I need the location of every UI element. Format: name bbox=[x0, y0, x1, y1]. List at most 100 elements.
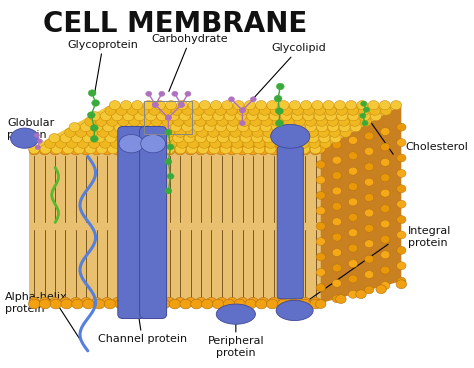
Circle shape bbox=[185, 146, 196, 155]
Circle shape bbox=[201, 112, 213, 121]
Circle shape bbox=[279, 146, 290, 155]
Circle shape bbox=[167, 173, 174, 179]
Circle shape bbox=[272, 123, 283, 132]
Circle shape bbox=[154, 146, 164, 155]
Circle shape bbox=[134, 112, 145, 121]
Circle shape bbox=[251, 134, 263, 143]
Circle shape bbox=[178, 102, 184, 107]
Circle shape bbox=[133, 146, 144, 155]
Circle shape bbox=[296, 128, 307, 137]
Circle shape bbox=[371, 112, 382, 121]
Circle shape bbox=[191, 299, 202, 309]
Circle shape bbox=[158, 299, 170, 309]
Circle shape bbox=[360, 113, 366, 118]
Circle shape bbox=[258, 146, 269, 155]
Circle shape bbox=[237, 106, 248, 115]
Circle shape bbox=[332, 187, 342, 195]
Circle shape bbox=[274, 95, 282, 102]
Circle shape bbox=[397, 185, 406, 193]
Circle shape bbox=[139, 134, 150, 143]
Circle shape bbox=[39, 297, 50, 306]
Text: Globular
protein: Globular protein bbox=[7, 118, 55, 140]
Circle shape bbox=[89, 139, 100, 148]
Circle shape bbox=[275, 120, 283, 127]
Circle shape bbox=[391, 100, 401, 110]
Circle shape bbox=[348, 290, 358, 298]
Circle shape bbox=[173, 134, 183, 143]
Circle shape bbox=[241, 128, 252, 137]
Circle shape bbox=[159, 91, 165, 96]
Text: Carbohydrate: Carbohydrate bbox=[152, 34, 228, 91]
Circle shape bbox=[55, 139, 66, 148]
Circle shape bbox=[269, 146, 279, 155]
Text: Cholesterol: Cholesterol bbox=[406, 142, 468, 152]
Circle shape bbox=[175, 128, 186, 137]
Circle shape bbox=[348, 275, 358, 283]
Circle shape bbox=[144, 139, 155, 148]
Circle shape bbox=[227, 123, 237, 132]
Circle shape bbox=[339, 123, 350, 132]
Circle shape bbox=[312, 100, 323, 110]
Circle shape bbox=[259, 106, 270, 115]
Circle shape bbox=[213, 112, 224, 121]
Circle shape bbox=[34, 133, 39, 137]
Circle shape bbox=[159, 123, 170, 132]
Circle shape bbox=[91, 135, 98, 142]
Circle shape bbox=[305, 117, 316, 126]
Circle shape bbox=[340, 128, 351, 137]
FancyBboxPatch shape bbox=[118, 127, 145, 319]
Circle shape bbox=[196, 297, 206, 306]
Circle shape bbox=[316, 160, 326, 169]
Polygon shape bbox=[321, 105, 401, 303]
Ellipse shape bbox=[271, 124, 310, 148]
Circle shape bbox=[379, 100, 390, 110]
Circle shape bbox=[350, 123, 361, 132]
Circle shape bbox=[140, 117, 151, 126]
Circle shape bbox=[199, 100, 210, 110]
Circle shape bbox=[204, 106, 215, 115]
Circle shape bbox=[51, 145, 62, 154]
Circle shape bbox=[223, 299, 235, 309]
Ellipse shape bbox=[119, 135, 144, 153]
Circle shape bbox=[397, 216, 406, 223]
Circle shape bbox=[254, 145, 265, 154]
Circle shape bbox=[332, 171, 342, 180]
Circle shape bbox=[91, 125, 98, 131]
Circle shape bbox=[120, 128, 131, 137]
Circle shape bbox=[69, 123, 80, 132]
Circle shape bbox=[193, 123, 204, 132]
Circle shape bbox=[278, 100, 289, 110]
Circle shape bbox=[198, 145, 209, 154]
Circle shape bbox=[381, 174, 390, 182]
Circle shape bbox=[178, 102, 184, 107]
Circle shape bbox=[285, 134, 296, 143]
Circle shape bbox=[123, 112, 134, 121]
Circle shape bbox=[76, 128, 87, 137]
Circle shape bbox=[294, 123, 305, 132]
Circle shape bbox=[265, 139, 276, 148]
Circle shape bbox=[91, 297, 102, 306]
Circle shape bbox=[120, 100, 131, 110]
Circle shape bbox=[316, 284, 326, 292]
Circle shape bbox=[397, 169, 406, 177]
Circle shape bbox=[118, 117, 129, 126]
Circle shape bbox=[272, 117, 283, 126]
Circle shape bbox=[71, 146, 81, 155]
Circle shape bbox=[365, 163, 374, 171]
Circle shape bbox=[104, 299, 116, 309]
Circle shape bbox=[338, 117, 349, 126]
Ellipse shape bbox=[10, 128, 39, 148]
Circle shape bbox=[40, 145, 51, 154]
Circle shape bbox=[91, 123, 102, 132]
Circle shape bbox=[210, 100, 221, 110]
Circle shape bbox=[328, 117, 338, 126]
Circle shape bbox=[381, 266, 390, 274]
Circle shape bbox=[186, 128, 197, 137]
Circle shape bbox=[254, 139, 265, 148]
Circle shape bbox=[317, 123, 328, 132]
Circle shape bbox=[74, 145, 85, 154]
Circle shape bbox=[285, 128, 296, 137]
Circle shape bbox=[89, 112, 100, 121]
Circle shape bbox=[206, 117, 217, 126]
Circle shape bbox=[348, 112, 359, 121]
